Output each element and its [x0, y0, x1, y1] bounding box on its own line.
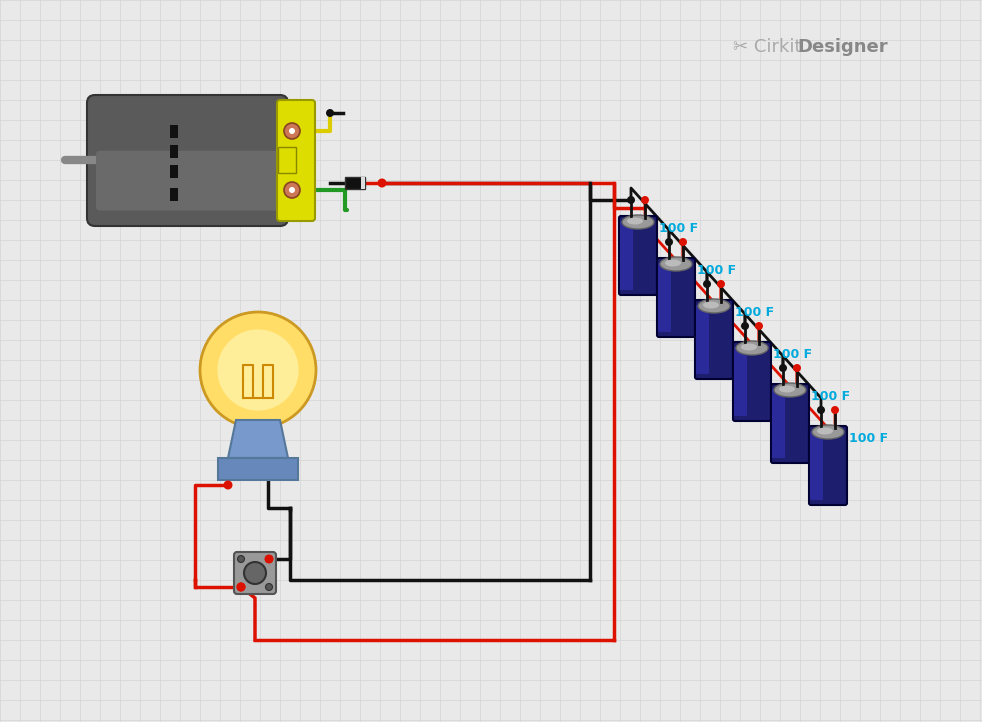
Circle shape	[741, 322, 749, 330]
Text: 100 F: 100 F	[659, 222, 698, 235]
Circle shape	[627, 196, 635, 204]
Bar	[170, 145, 178, 158]
Circle shape	[238, 583, 245, 591]
Bar	[278, 147, 296, 173]
FancyBboxPatch shape	[733, 342, 771, 421]
Circle shape	[831, 406, 839, 414]
Bar	[170, 125, 178, 138]
Circle shape	[217, 329, 299, 411]
Ellipse shape	[774, 383, 806, 397]
Circle shape	[244, 562, 266, 584]
Ellipse shape	[703, 302, 719, 308]
Circle shape	[224, 481, 233, 490]
Text: ✂ Cirkit: ✂ Cirkit	[733, 38, 807, 56]
FancyBboxPatch shape	[87, 95, 288, 226]
Circle shape	[326, 109, 334, 117]
FancyBboxPatch shape	[277, 100, 315, 221]
Ellipse shape	[698, 299, 730, 313]
Ellipse shape	[736, 341, 768, 355]
Ellipse shape	[665, 259, 681, 266]
Circle shape	[817, 406, 825, 414]
Circle shape	[641, 196, 649, 204]
Circle shape	[284, 182, 300, 198]
Circle shape	[265, 555, 272, 562]
Circle shape	[200, 312, 316, 428]
Ellipse shape	[812, 425, 844, 439]
Ellipse shape	[817, 427, 833, 435]
Text: 100 F: 100 F	[849, 432, 888, 445]
FancyBboxPatch shape	[771, 384, 809, 463]
Circle shape	[237, 583, 246, 591]
Circle shape	[779, 364, 787, 372]
Text: 100 F: 100 F	[735, 306, 774, 319]
Circle shape	[264, 554, 274, 563]
FancyBboxPatch shape	[696, 305, 709, 374]
Circle shape	[265, 583, 272, 591]
Circle shape	[793, 364, 801, 372]
Text: 100 F: 100 F	[811, 390, 850, 403]
Text: 100 F: 100 F	[773, 348, 812, 361]
Circle shape	[289, 128, 295, 134]
Text: Designer: Designer	[797, 38, 888, 56]
FancyBboxPatch shape	[234, 552, 276, 594]
Circle shape	[755, 322, 763, 330]
Circle shape	[237, 583, 246, 591]
Bar	[170, 188, 178, 201]
Ellipse shape	[741, 344, 757, 350]
FancyBboxPatch shape	[657, 258, 695, 337]
Text: 100 F: 100 F	[697, 264, 736, 277]
Circle shape	[284, 123, 300, 139]
Bar	[170, 165, 178, 178]
FancyBboxPatch shape	[809, 426, 847, 505]
Circle shape	[703, 280, 711, 288]
Circle shape	[238, 555, 245, 562]
Bar	[345, 177, 365, 189]
FancyBboxPatch shape	[772, 389, 785, 458]
Bar	[361, 177, 365, 189]
Ellipse shape	[627, 217, 643, 225]
Circle shape	[665, 238, 673, 246]
Circle shape	[717, 280, 725, 288]
Ellipse shape	[779, 386, 795, 393]
Circle shape	[289, 187, 295, 193]
Ellipse shape	[660, 257, 692, 271]
FancyBboxPatch shape	[620, 221, 633, 290]
Circle shape	[377, 178, 387, 188]
Bar	[218, 458, 298, 480]
FancyBboxPatch shape	[695, 300, 733, 379]
Ellipse shape	[622, 215, 654, 229]
FancyBboxPatch shape	[810, 431, 823, 500]
FancyBboxPatch shape	[734, 347, 747, 416]
FancyBboxPatch shape	[619, 216, 657, 295]
FancyBboxPatch shape	[658, 263, 671, 332]
Circle shape	[679, 238, 687, 246]
FancyBboxPatch shape	[96, 151, 279, 211]
Polygon shape	[228, 420, 288, 458]
